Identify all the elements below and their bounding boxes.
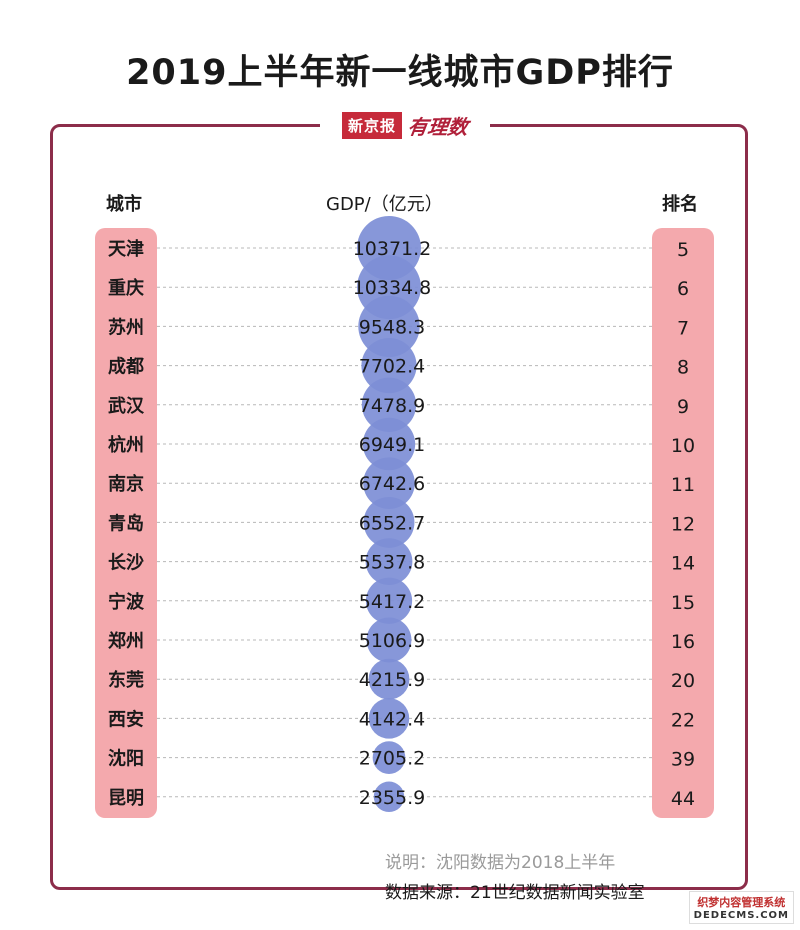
page-title: 2019上半年新一线城市GDP排行 [126, 53, 674, 93]
rank-label: 20 [671, 670, 695, 692]
rank-label: 14 [671, 553, 695, 575]
rank-column-header: 排名 [662, 194, 698, 215]
watermark-logo: 织梦内容管理系统 DEDECMS.COM [688, 891, 794, 924]
gdp-value-label: 6949.1 [359, 434, 425, 456]
gdp-bubble [363, 496, 415, 548]
city-label: 武汉 [108, 396, 145, 417]
gdp-bubble [361, 377, 417, 432]
gdp-bubble [368, 698, 410, 739]
brand-logo: 新京报 有理数 [320, 106, 490, 144]
gdp-bubble [368, 658, 410, 700]
gdp-value-label: 6552.7 [359, 512, 425, 534]
gdp-value-label: 6742.6 [359, 473, 425, 495]
gdp-column-header: GDP/（亿元） [326, 194, 443, 215]
gdp-value-label: 5537.8 [359, 552, 425, 574]
rank-label: 7 [677, 317, 689, 339]
gdp-bubble [358, 295, 420, 358]
gdp-value-label: 7702.4 [359, 356, 425, 378]
newspaper-logo: 新京报 [341, 111, 402, 139]
gdp-value-label: 2705.2 [359, 748, 425, 770]
gdp-value-label: 9548.3 [359, 316, 425, 338]
gdp-value-label: 5417.2 [359, 591, 425, 613]
rank-column-background [652, 228, 714, 818]
rank-label: 44 [671, 788, 695, 810]
data-note: 说明：沈阳数据为2018上半年 [385, 853, 616, 873]
city-label: 南京 [108, 473, 144, 495]
city-column-background [95, 228, 157, 818]
rank-label: 10 [671, 435, 695, 457]
rank-label: 39 [671, 749, 695, 771]
gdp-bubble [361, 338, 417, 394]
rank-label: 16 [671, 631, 695, 653]
gdp-bubble [373, 781, 405, 813]
city-label: 天津 [108, 238, 144, 260]
city-label: 宁波 [108, 591, 145, 613]
gdp-value-label: 10371.2 [353, 238, 432, 260]
gdp-bubble [366, 617, 412, 663]
city-label: 苏州 [108, 316, 144, 338]
gdp-value-label: 5106.9 [359, 630, 425, 652]
rank-label: 12 [671, 513, 695, 535]
gdp-bubble [362, 417, 416, 471]
rank-label: 5 [677, 239, 689, 261]
city-label: 沈阳 [108, 748, 144, 770]
city-label: 昆明 [108, 788, 144, 809]
rank-label: 9 [677, 396, 689, 418]
watermark-text: 织梦内容管理系统 [697, 896, 786, 909]
city-label: 杭州 [108, 434, 144, 456]
city-label: 重庆 [108, 277, 144, 299]
gdp-bubble [365, 577, 413, 624]
rank-label: 8 [677, 357, 689, 379]
gdp-value-label: 4142.4 [359, 708, 425, 730]
gdp-value-label: 10334.8 [353, 277, 432, 299]
rank-label: 11 [671, 474, 695, 496]
watermark-url: DEDECMS.COM [693, 910, 789, 921]
city-column-header: 城市 [106, 194, 142, 215]
rank-label: 15 [671, 592, 695, 614]
rank-label: 6 [677, 278, 689, 300]
gdp-value-label: 2355.9 [359, 787, 425, 809]
city-label: 郑州 [108, 630, 144, 652]
city-label: 西安 [108, 708, 144, 730]
city-label: 青岛 [108, 512, 144, 534]
data-source: 数据来源：21世纪数据新闻实验室 [385, 883, 645, 903]
gdp-value-label: 4215.9 [359, 669, 425, 691]
city-label: 成都 [108, 356, 144, 378]
city-label: 东莞 [108, 669, 144, 691]
gdp-bubble [365, 538, 413, 585]
gdp-bubble [363, 457, 415, 510]
gdp-value-label: 7478.9 [359, 395, 425, 417]
gdp-bubble [372, 741, 406, 774]
city-label: 长沙 [108, 553, 144, 574]
rank-label: 22 [671, 709, 695, 731]
